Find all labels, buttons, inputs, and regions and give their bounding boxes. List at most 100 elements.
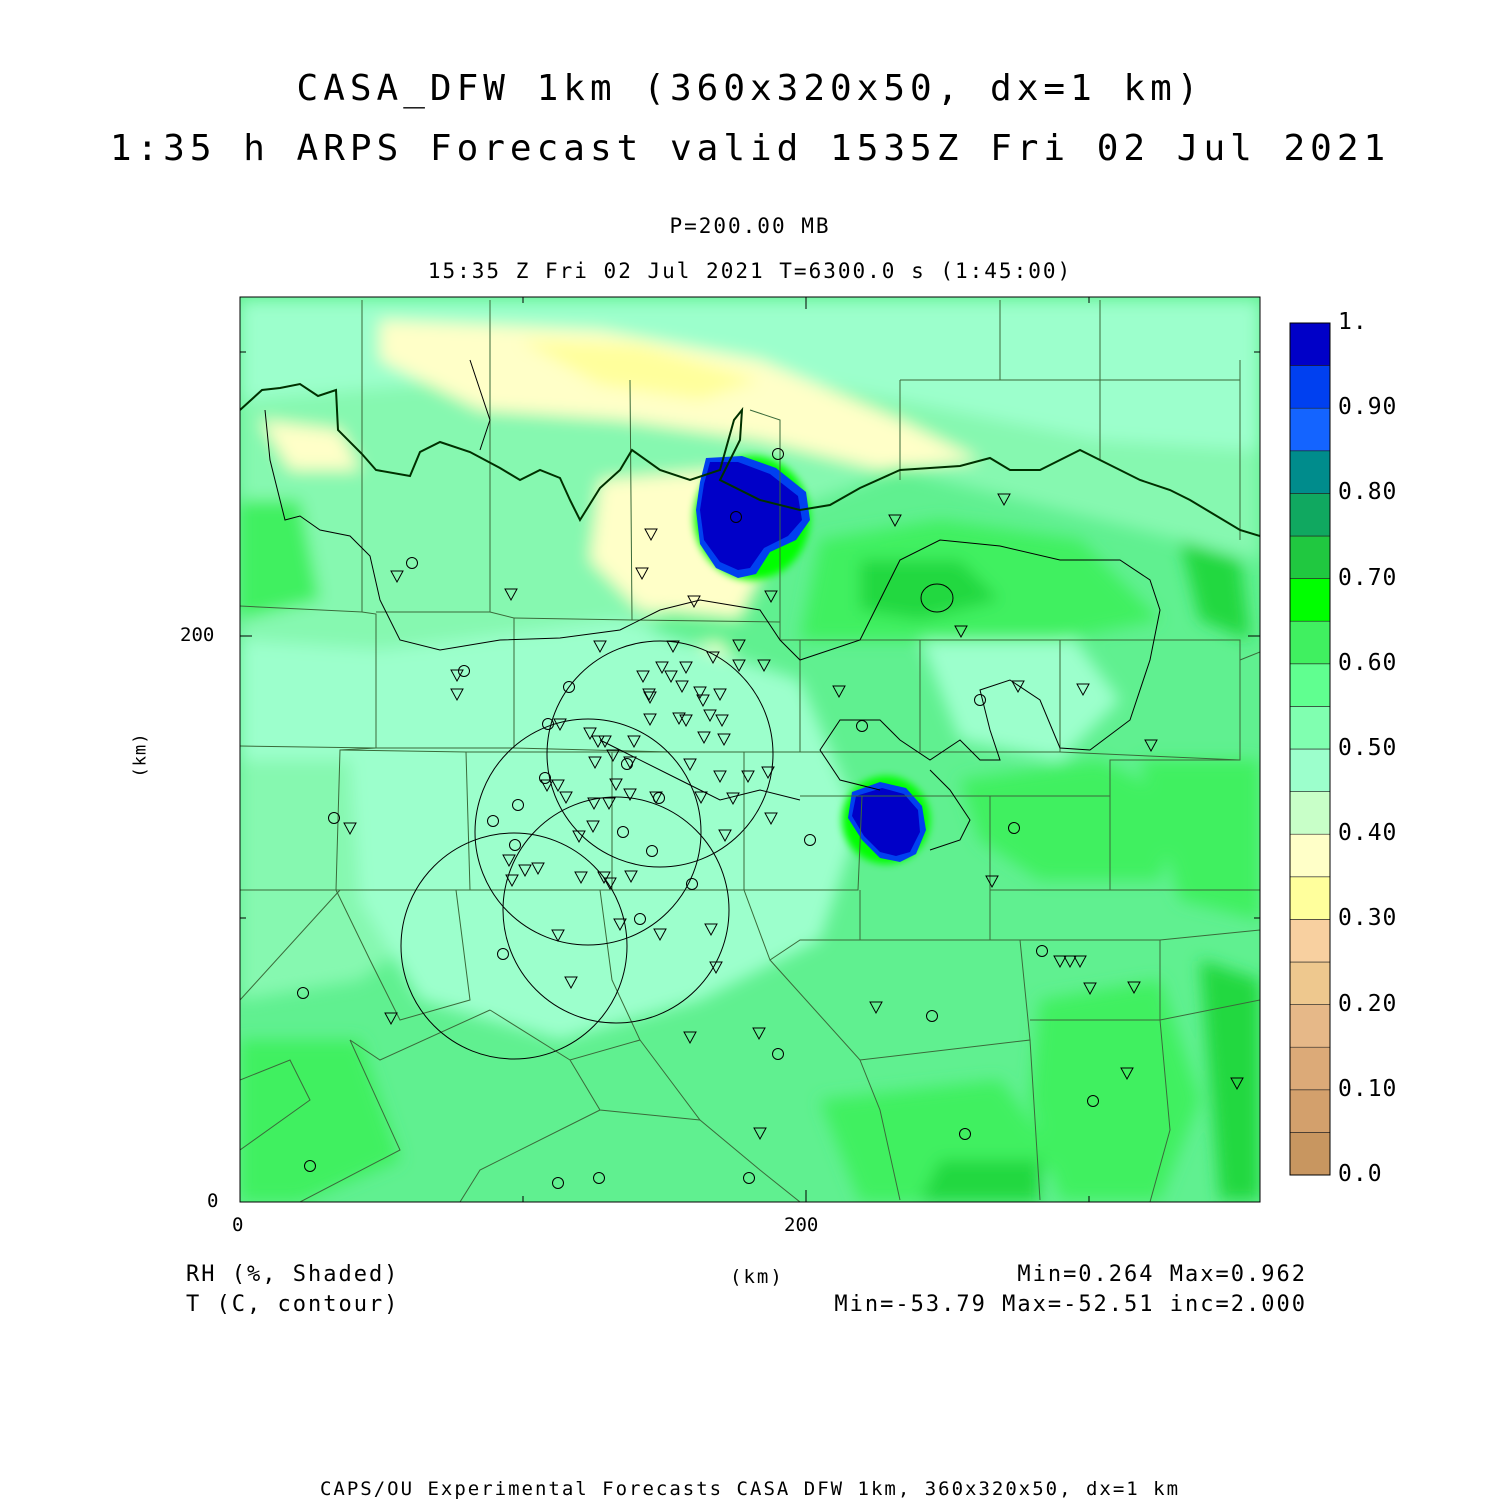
station-circle — [1008, 822, 1020, 834]
station-triangle — [1083, 982, 1097, 996]
colorbar — [1289, 322, 1331, 1176]
station-triangle — [718, 829, 732, 843]
contour-field-label: T (C, contour) — [186, 1292, 400, 1317]
station-triangle — [757, 659, 771, 673]
valid-time: 15:35 Z Fri 02 Jul 2021 T=6300.0 s (1:45… — [427, 259, 1073, 283]
station-circle — [730, 511, 742, 523]
colorbar-swatch — [1289, 706, 1331, 750]
station-triangle — [587, 797, 601, 811]
colorbar-frame — [1289, 322, 1331, 1176]
state-boundary — [240, 382, 1260, 537]
colorbar-swatch — [1289, 365, 1331, 409]
station-triangle — [613, 918, 627, 932]
station-circle — [497, 948, 509, 960]
county-boundaries — [240, 300, 1260, 1202]
station-triangle — [675, 680, 689, 694]
station-markers — [297, 448, 1244, 1189]
plot-frame — [239, 296, 1261, 1203]
colorbar-label: 0.30 — [1338, 905, 1398, 932]
station-circle — [328, 812, 340, 824]
station-triangle — [518, 864, 532, 878]
station-triangle — [726, 792, 740, 806]
y-tick-label: 200 — [180, 624, 215, 646]
station-triangle — [643, 691, 657, 705]
radar-ring-4 — [400, 832, 628, 1060]
colorbar-label: 0.40 — [1338, 820, 1398, 847]
station-triangle — [572, 830, 586, 844]
station-circle — [593, 1172, 605, 1184]
colorbar-label: 0.60 — [1338, 649, 1398, 676]
station-circle — [959, 1128, 971, 1140]
y-tick-label: 0 — [207, 1190, 219, 1212]
station-circle — [686, 878, 698, 890]
station-circle — [621, 758, 633, 770]
station-circle — [1087, 1095, 1099, 1107]
station-triangle — [598, 735, 612, 749]
station-triangle — [450, 669, 464, 683]
station-triangle — [602, 797, 616, 811]
colorbar-label: 0.20 — [1338, 990, 1398, 1017]
x-tick-label: 200 — [784, 1214, 819, 1236]
station-triangle — [649, 791, 663, 805]
colorbar-swatch — [1289, 322, 1331, 366]
station-triangle — [869, 1001, 883, 1015]
station-triangle — [644, 528, 658, 542]
station-triangle — [540, 779, 554, 793]
station-triangle — [1230, 1077, 1244, 1091]
station-triangle — [832, 685, 846, 699]
colorbar-label: 0.50 — [1338, 735, 1398, 761]
station-triangle — [636, 670, 650, 684]
colorbar-swatch — [1289, 1132, 1331, 1176]
station-triangle — [343, 822, 357, 836]
station-triangle — [1076, 683, 1090, 697]
station-triangle — [664, 670, 678, 684]
station-circle — [653, 792, 665, 804]
station-triangle — [642, 688, 656, 702]
station-triangle — [713, 688, 727, 702]
radar-range-rings — [400, 640, 774, 1060]
station-triangle — [504, 588, 518, 602]
colorbar-swatch — [1289, 578, 1331, 622]
station-circle — [772, 448, 784, 460]
x-tick-label: 0 — [232, 1214, 244, 1236]
shaded-field-label: RH (%, Shaded) — [186, 1262, 400, 1287]
map-title-line1: CASA_DFW 1km (360x320x50, dx=1 km) — [296, 68, 1204, 109]
station-circle — [617, 826, 629, 838]
rh-shaded-field — [240, 297, 1260, 1202]
station-triangle — [574, 871, 588, 885]
station-triangle — [1073, 955, 1087, 969]
station-circle — [458, 665, 470, 677]
station-triangle — [643, 713, 657, 727]
station-triangle — [564, 976, 578, 990]
colorbar-swatch — [1289, 833, 1331, 878]
station-triangle — [715, 714, 729, 728]
station-triangle — [985, 875, 999, 889]
station-triangle — [653, 928, 667, 942]
contour-field-stats: Min=-53.79 Max=-52.51 inc=2.000 — [834, 1292, 1307, 1317]
station-triangle — [531, 862, 545, 876]
colorbar-label: 0.0 — [1338, 1161, 1383, 1187]
colorbar-swatch — [1289, 493, 1331, 537]
station-triangle — [709, 961, 723, 975]
station-triangle — [627, 735, 641, 749]
station-triangle — [559, 791, 573, 805]
colorbar-label: 1. — [1338, 309, 1368, 335]
station-triangle — [704, 923, 718, 937]
station-triangle — [603, 877, 617, 891]
station-triangle — [694, 791, 708, 805]
station-triangle — [591, 735, 605, 749]
station-triangle — [1120, 1067, 1134, 1081]
station-triangle — [683, 758, 697, 772]
station-triangle — [764, 812, 778, 826]
station-circle — [539, 772, 551, 784]
station-triangle — [713, 770, 727, 784]
station-circle — [926, 1010, 938, 1022]
station-circle — [487, 815, 499, 827]
station-triangle — [609, 778, 623, 792]
station-triangle — [623, 788, 637, 802]
colorbar-label: 0.90 — [1338, 394, 1398, 421]
colorbar-label: 0.80 — [1338, 479, 1398, 506]
station-circle — [856, 720, 868, 732]
station-triangle — [687, 595, 701, 609]
